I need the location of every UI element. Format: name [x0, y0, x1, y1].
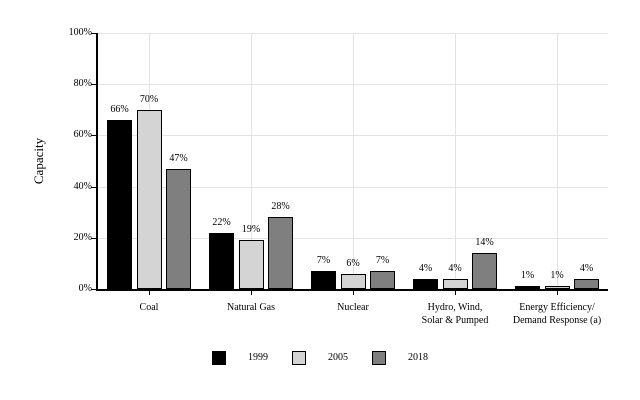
y-axis-title: Capacity: [31, 137, 46, 185]
category-label: Nuclear: [337, 302, 369, 313]
y-tick-label: 20%: [73, 231, 92, 243]
x-tick-mark: [149, 291, 150, 295]
y-tick-mark: [91, 84, 96, 86]
bar-value-label: 1%: [520, 270, 535, 281]
bar-value-label: 22%: [212, 217, 231, 228]
bar: [238, 240, 264, 289]
bar: [413, 279, 438, 289]
bar-value-label: 7%: [316, 255, 331, 266]
bar: [472, 253, 497, 289]
category-label: Hydro, Wind, Solar & Pumped: [421, 302, 489, 326]
legend: 1999 2005 2018: [0, 351, 640, 365]
y-tick-mark: [91, 289, 96, 290]
bar-value-label: 4%: [448, 263, 462, 274]
bar: [136, 110, 162, 289]
y-tick-label: 60%: [73, 129, 92, 141]
bar-value-label: 4%: [418, 263, 433, 274]
y-tick-mark: [91, 135, 96, 137]
bar: [515, 286, 540, 289]
bar-value-label: 1%: [550, 270, 564, 281]
x-tick-mark: [557, 291, 558, 295]
bar: [107, 120, 132, 289]
category-label: Coal: [139, 302, 159, 313]
bar: [340, 274, 366, 289]
bar: [370, 271, 395, 289]
x-tick-mark: [251, 291, 252, 295]
category-label: Natural Gas: [226, 302, 276, 313]
bar-value-label: 14%: [475, 237, 494, 248]
y-axis-line: [96, 33, 98, 291]
bar-value-label: 7%: [375, 255, 390, 266]
legend-item: 2005: [292, 351, 348, 365]
legend-label: 1999: [248, 352, 268, 363]
x-tick-mark: [455, 291, 456, 295]
gridline-vertical: [353, 33, 354, 289]
legend-swatch: [372, 351, 386, 365]
bar-value-label: 70%: [139, 94, 159, 105]
bar: [574, 279, 599, 289]
bar: [209, 233, 234, 289]
y-tick-mark: [91, 33, 96, 34]
bar-value-label: 4%: [579, 263, 594, 274]
bar: [166, 169, 191, 289]
y-tick-label: 80%: [73, 78, 92, 90]
y-tick-label: 100%: [68, 27, 92, 38]
category-label: Energy Efficiency/ Demand Response (a): [512, 302, 602, 326]
bar: [268, 217, 293, 289]
gridline-vertical: [251, 33, 252, 289]
bar: [442, 279, 468, 289]
x-axis-line: [96, 289, 608, 291]
y-tick-mark: [91, 237, 96, 239]
bar-value-label: 47%: [169, 153, 188, 164]
legend-swatch: [292, 351, 306, 365]
legend-item: 2018: [372, 351, 428, 365]
legend-item: 1999: [212, 351, 268, 365]
x-tick-mark: [353, 291, 354, 295]
gridline-vertical: [557, 33, 558, 289]
y-tick-label: 40%: [73, 180, 92, 192]
bar-value-label: 6%: [346, 258, 360, 269]
bar-value-label: 28%: [271, 201, 290, 212]
legend-label: 2018: [408, 352, 428, 363]
bar: [544, 286, 570, 289]
y-tick-label: 0%: [78, 283, 92, 294]
legend-swatch: [212, 351, 226, 365]
y-tick-mark: [91, 186, 96, 188]
gridline-vertical: [455, 33, 456, 289]
bar-value-label: 66%: [110, 104, 129, 115]
bar-value-label: 19%: [241, 224, 261, 235]
bar: [311, 271, 336, 289]
legend-label: 2005: [328, 352, 348, 363]
